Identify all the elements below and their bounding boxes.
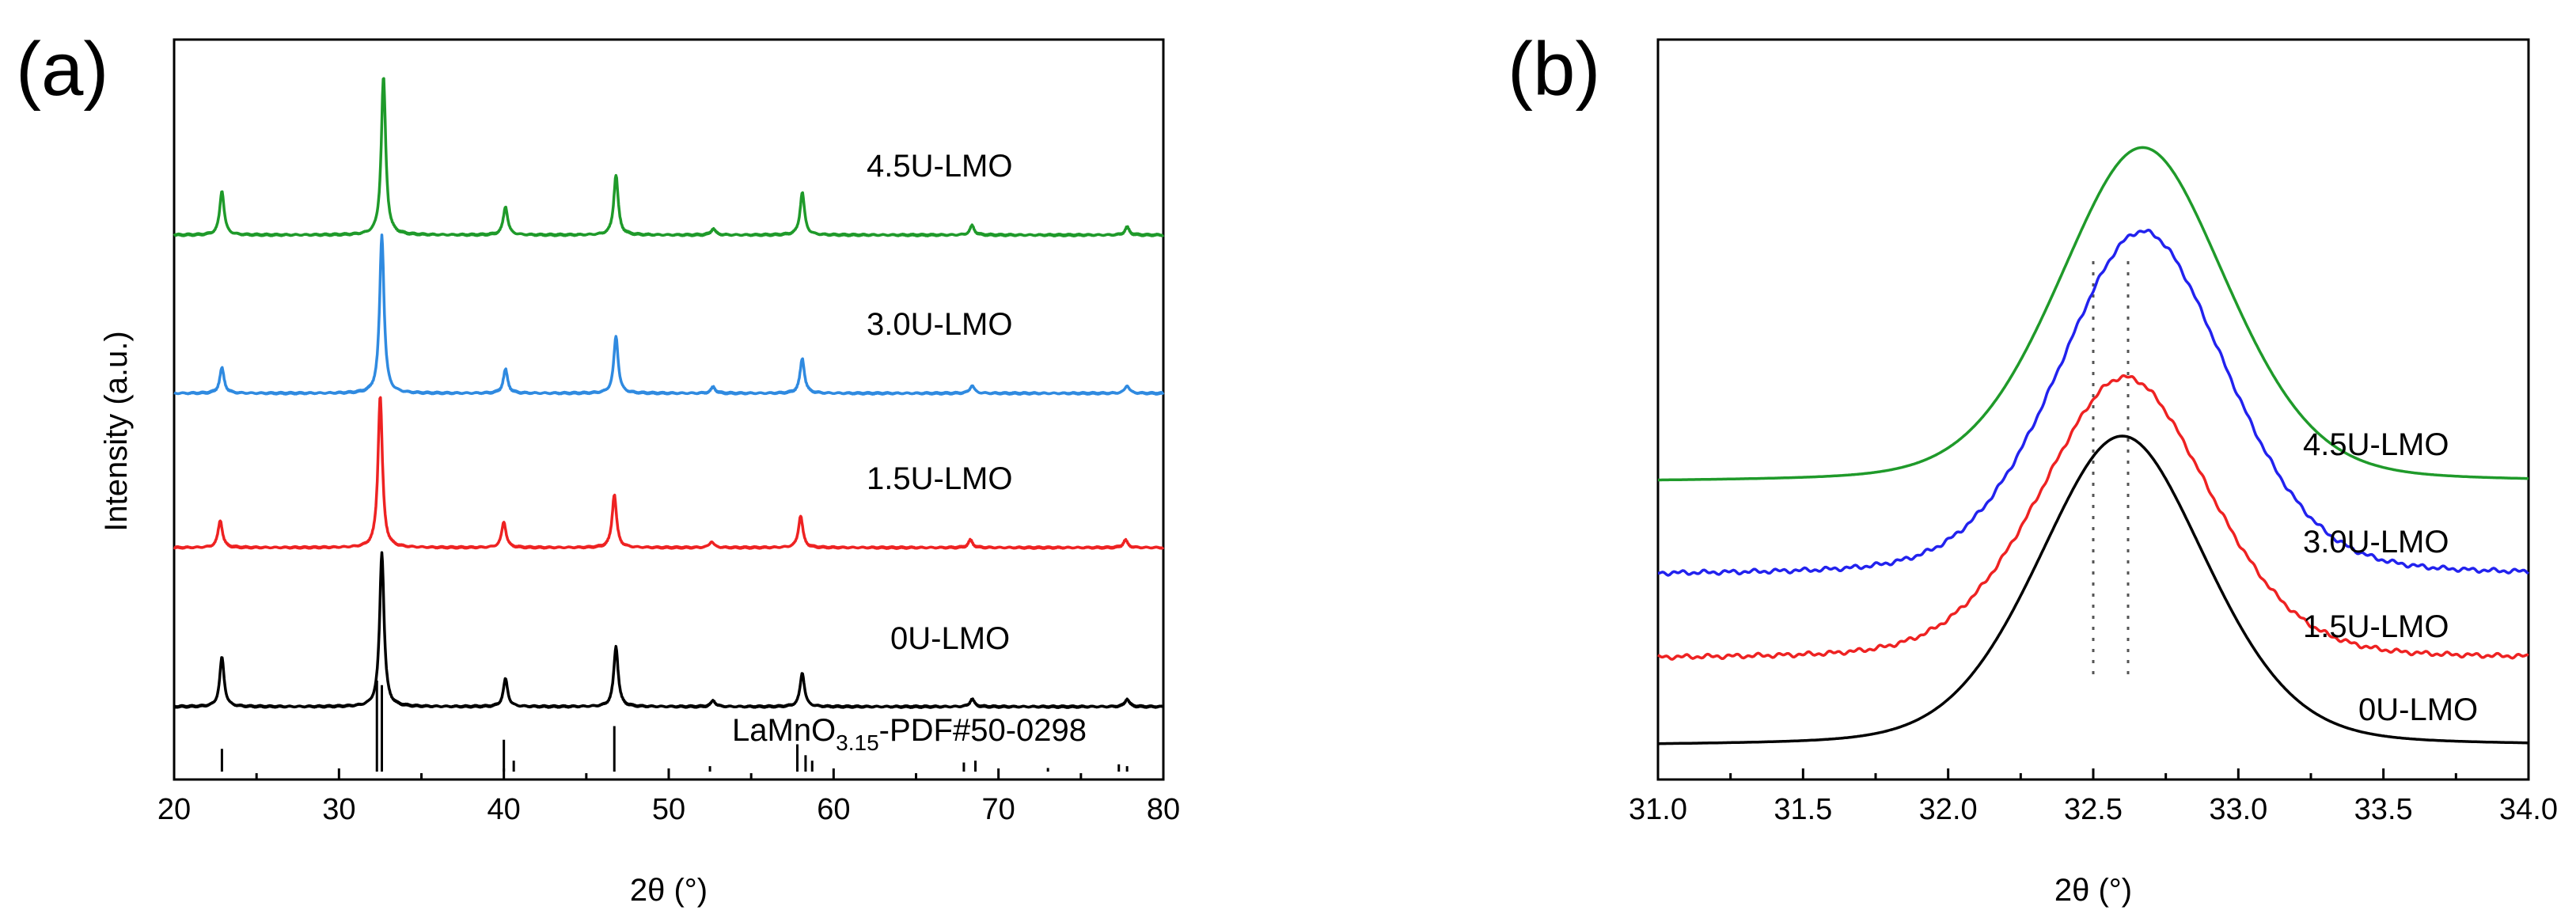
panel-b-frame bbox=[1656, 38, 2530, 781]
panel-a-label: (a) bbox=[16, 27, 108, 112]
panel-b-x-tick-label: 32.0 bbox=[1919, 793, 1978, 826]
panel-a-x-tick-label: 80 bbox=[1147, 793, 1180, 826]
panel-b-series-label-0U-LMO: 0U-LMO bbox=[2358, 692, 2478, 727]
panel-b: (b) 31.0 31.5 32.0 32.5 33.0 33.5 34.0 0U-LMO 1… bbox=[1508, 27, 2558, 908]
reference-label: LaMnO3.15-PDF#50-0298 bbox=[732, 713, 1087, 755]
panel-a-y-axis-label: Intensity (a.u.) bbox=[99, 331, 134, 531]
series-label-3.0U-LMO: 3.0U-LMO bbox=[867, 307, 1013, 342]
panel-b-series-line-0U-LMO bbox=[1658, 434, 2529, 745]
panel-a-series: 0U-LMO 1.5U-LMO 3.0U-LMO 4.5U-LMO bbox=[173, 77, 1165, 709]
panel-a-frame bbox=[173, 38, 1165, 781]
series-line-0U-LMO bbox=[173, 551, 1165, 709]
reference-label-suffix: -PDF#50-0298 bbox=[879, 713, 1087, 748]
panel-b-series-line-1.5U-LMO bbox=[1657, 374, 2529, 661]
series-label-4.5U-LMO: 4.5U-LMO bbox=[867, 149, 1013, 184]
panel-a-x-tick-label: 20 bbox=[157, 793, 191, 826]
series-label-0U-LMO: 0U-LMO bbox=[890, 621, 1010, 656]
series-label-1.5U-LMO: 1.5U-LMO bbox=[867, 461, 1013, 496]
panel-a-x-tick-label: 30 bbox=[322, 793, 355, 826]
series-line-1.5U-LMO bbox=[173, 396, 1165, 550]
panel-a-x-tick-label: 60 bbox=[817, 793, 850, 826]
panel-a-x-axis-label: 2θ (°) bbox=[630, 873, 708, 908]
series-line-3.0U-LMO bbox=[173, 233, 1165, 396]
panel-b-series-line-3.0U-LMO bbox=[1657, 228, 2530, 577]
panel-a: (a) 20 30 40 50 60 70 80 0U-LMO 1.5U-LMO 3.0U-LM… bbox=[16, 27, 1180, 908]
panel-b-series-label-1.5U-LMO: 1.5U-LMO bbox=[2303, 609, 2449, 644]
panel-b-x-tick-label: 31.5 bbox=[1774, 793, 1832, 826]
panel-b-guide-lines bbox=[2092, 261, 2130, 681]
panel-b-series-label-4.5U-LMO: 4.5U-LMO bbox=[2303, 427, 2449, 462]
panel-a-x-ticks: 20 30 40 50 60 70 80 bbox=[157, 768, 1180, 826]
panel-b-x-tick-label: 32.5 bbox=[2064, 793, 2123, 826]
panel-b-x-tick-label: 33.5 bbox=[2354, 793, 2413, 826]
panel-a-x-tick-label: 50 bbox=[652, 793, 685, 826]
panel-b-series-label-3.0U-LMO: 3.0U-LMO bbox=[2303, 525, 2449, 560]
panel-b-series-line-4.5U-LMO bbox=[1658, 146, 2529, 482]
reference-label-main: LaMnO bbox=[732, 713, 836, 748]
panel-a-reference-pattern bbox=[220, 681, 1129, 772]
reference-label-subscript: 3.15 bbox=[836, 730, 879, 755]
panel-a-x-tick-label: 40 bbox=[488, 793, 521, 826]
panel-a-x-tick-label: 70 bbox=[982, 793, 1015, 826]
panel-b-x-axis-label: 2θ (°) bbox=[2054, 873, 2132, 908]
panel-b-x-tick-label: 33.0 bbox=[2209, 793, 2267, 826]
panel-b-label: (b) bbox=[1508, 27, 1600, 112]
panel-b-x-ticks: 31.0 31.5 32.0 32.5 33.0 33.5 34.0 bbox=[1629, 768, 2558, 826]
panel-b-x-tick-label: 34.0 bbox=[2499, 793, 2558, 826]
series-line-4.5U-LMO bbox=[173, 77, 1165, 237]
panel-b-series: 0U-LMO 1.5U-LMO 3.0U-LMO 4.5U-LMO bbox=[1657, 146, 2530, 745]
panel-b-x-tick-label: 31.0 bbox=[1629, 793, 1687, 826]
